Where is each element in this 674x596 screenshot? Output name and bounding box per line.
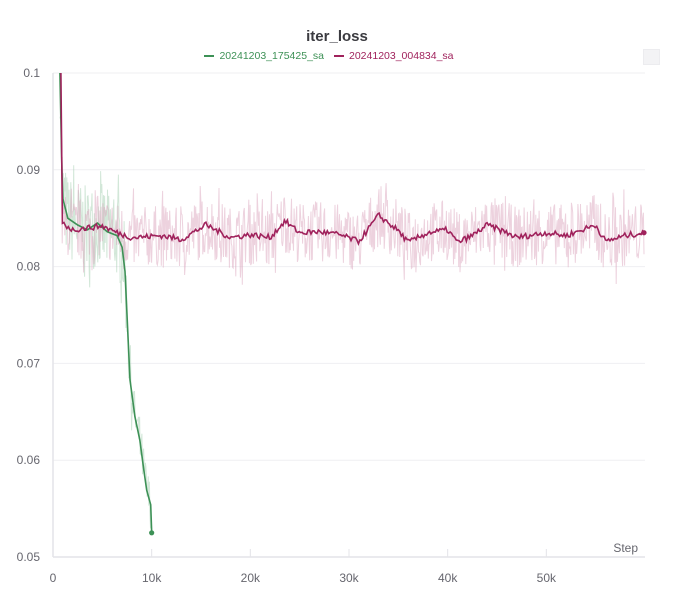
- legend-swatch: [334, 55, 344, 57]
- line-series-1: [59, 72, 153, 533]
- x-tick-label: 30k: [339, 571, 359, 585]
- x-axis-label: Step: [613, 541, 638, 555]
- x-tick-label: 50k: [537, 571, 557, 585]
- x-tick-label: 40k: [438, 571, 458, 585]
- y-tick-label: 0.08: [17, 260, 41, 274]
- x-tick-label: 20k: [241, 571, 261, 585]
- legend-label: 20241203_175425_sa: [219, 50, 324, 62]
- legend-swatch: [204, 55, 215, 57]
- y-tick-label: 0.05: [17, 550, 41, 564]
- end-point-series-2: [641, 230, 647, 236]
- legend: 20241203_175425_sa 20241203_004834_sa: [0, 50, 666, 62]
- raw-line-series-2: [60, 93, 645, 285]
- y-tick-label: 0.09: [17, 163, 41, 177]
- y-tick-label: 0.07: [17, 356, 41, 370]
- legend-item-series-1[interactable]: 20241203_175425_sa: [204, 50, 324, 62]
- y-tick-label: 0.06: [17, 453, 41, 467]
- end-point-series-1: [149, 530, 155, 536]
- chart-title: iter_loss: [306, 28, 368, 45]
- y-tick-label: 0.1: [23, 66, 40, 80]
- x-tick-label: 0: [50, 571, 57, 585]
- raw-line-series-1: [59, 109, 153, 529]
- legend-item-series-2[interactable]: 20241203_004834_sa: [334, 50, 454, 62]
- line-series-2: [60, 72, 645, 246]
- x-tick-label: 10k: [142, 571, 162, 585]
- legend-label: 20241203_004834_sa: [349, 50, 454, 62]
- panel-options-button[interactable]: [643, 49, 660, 65]
